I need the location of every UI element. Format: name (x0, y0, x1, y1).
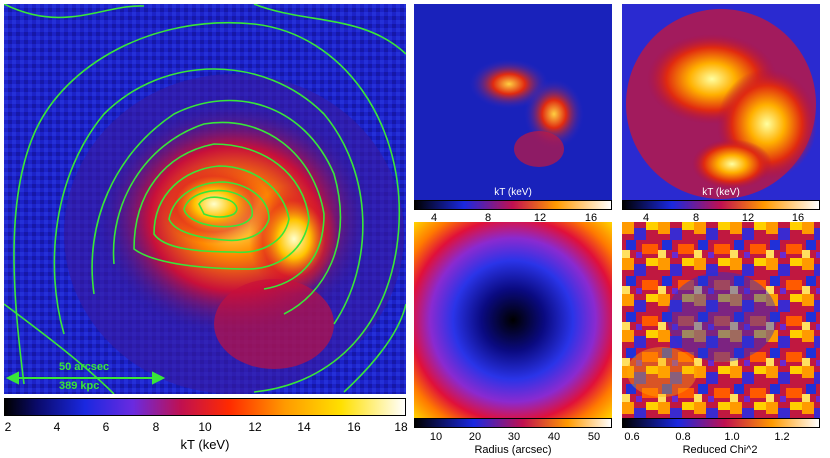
radius-tick: 30 (507, 431, 521, 443)
main-tick: 12 (248, 420, 262, 434)
radius-colorbar (414, 418, 612, 428)
top-mid-tick: 4 (430, 212, 438, 224)
top-mid-colorbar (414, 200, 612, 210)
radius-tick: 40 (547, 431, 561, 443)
radius-tick: 50 (587, 431, 601, 443)
main-colorbar (4, 398, 406, 416)
main-temperature-map: 50 arcsec 389 kpc (4, 4, 406, 394)
chi2-colorbar (622, 418, 820, 428)
main-colorbar-label: kT (keV) (180, 437, 230, 452)
top-right-colorbar (622, 200, 820, 210)
main-tick: 4 (53, 420, 61, 434)
main-tick: 6 (102, 420, 110, 434)
scale-bar-arrow (5, 371, 166, 385)
chi2-tick: 1.0 (724, 431, 740, 443)
radius-map (414, 222, 612, 418)
radius-tick: 20 (468, 431, 482, 443)
radius-colorbar-label: Radius (arcsec) (474, 444, 552, 456)
reduced-chi2-map (622, 222, 820, 418)
top-mid-tick: 8 (484, 212, 492, 224)
top-right-tick: 16 (791, 212, 805, 224)
chi2-tick: 0.6 (624, 431, 640, 443)
radius-tick: 10 (429, 431, 443, 443)
top-mid-tick: 16 (584, 212, 598, 224)
top-right-tick: 4 (642, 212, 650, 224)
top-right-overlay-label: kT (keV) (702, 187, 740, 198)
chi2-map-svg (622, 222, 820, 418)
main-map-svg (4, 4, 406, 394)
scale-label-arcsec: 50 arcsec (59, 361, 110, 373)
top-mid-temperature-map: kT (keV) (414, 4, 612, 200)
top-right-tick: 8 (692, 212, 700, 224)
chi2-tick: 1.2 (774, 431, 790, 443)
top-mid-tick: 12 (533, 212, 547, 224)
top-mid-overlay-label: kT (keV) (494, 187, 532, 198)
main-tick: 10 (198, 420, 212, 434)
top-right-temperature-map: kT (keV) (622, 4, 820, 200)
main-tick: 2 (4, 420, 12, 434)
main-tick: 18 (394, 420, 408, 434)
scale-label-kpc: 389 kpc (59, 380, 100, 392)
contour-lines (4, 4, 406, 394)
chi2-tick: 0.8 (675, 431, 691, 443)
main-tick: 16 (347, 420, 361, 434)
top-right-map-svg (622, 4, 820, 200)
top-mid-map-svg (414, 4, 612, 200)
main-tick: 14 (297, 420, 311, 434)
main-tick: 8 (152, 420, 160, 434)
chi2-colorbar-label: Reduced Chi^2 (682, 444, 758, 456)
top-right-tick: 12 (741, 212, 755, 224)
radius-map-svg (414, 222, 612, 418)
